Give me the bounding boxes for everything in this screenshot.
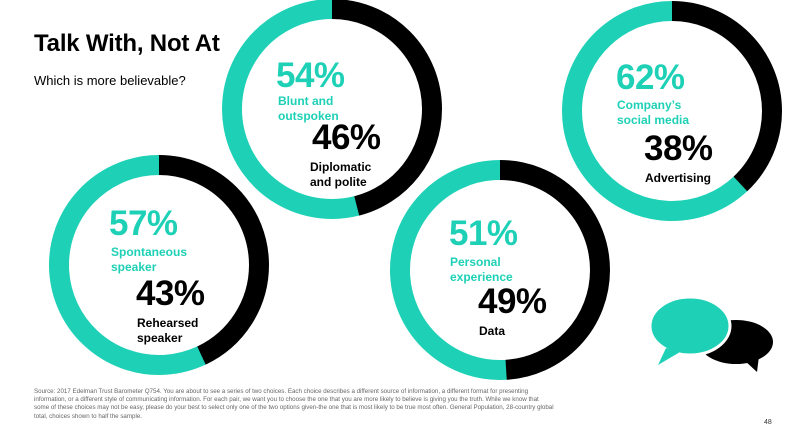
donut-3-value-b: 49% xyxy=(478,282,547,321)
donut-4-value-b: 38% xyxy=(644,129,713,168)
donut-3-label-a-line: Personal xyxy=(450,255,501,269)
page-title: Talk With, Not At xyxy=(34,30,220,57)
donut-chart-blunt-vs-diplomatic xyxy=(222,0,442,219)
donut-4-label-a: Company’s social media xyxy=(617,98,689,128)
source-note: Source: 2017 Edelman Trust Barometer Q75… xyxy=(34,388,554,420)
donut-1-label-b-line: and polite xyxy=(310,175,367,189)
donut-1-label-b-line: Diplomatic xyxy=(310,160,372,174)
donut-4-label-b: Advertising xyxy=(645,171,711,186)
speech-bubbles-icon xyxy=(648,295,773,372)
donut-3-label-a: Personal experience xyxy=(450,255,513,285)
teal-speech-bubble xyxy=(648,295,732,365)
donut-4-label-a-line: social media xyxy=(617,113,690,127)
donut-3-label-a-line: experience xyxy=(450,270,513,284)
donut-chart-social-vs-advertising xyxy=(562,0,782,221)
page-number: 48 xyxy=(764,419,772,426)
donut-3-label-b: Data xyxy=(479,324,505,339)
donut-4-label-b-line: Advertising xyxy=(645,171,712,185)
donut-2-value-a: 57% xyxy=(109,204,178,243)
page-subtitle: Which is more believable? xyxy=(34,73,186,88)
donut-segment-b xyxy=(49,155,269,375)
donut-chart-experience-vs-data xyxy=(389,160,610,380)
donut-1-value-a: 54% xyxy=(276,56,345,95)
donut-1-label-a: Blunt and outspoken xyxy=(278,94,339,124)
donut-1-label-a-line: Blunt and xyxy=(278,94,334,108)
donut-segment-b xyxy=(390,160,610,380)
donut-2-label-b-line: Rehearsed xyxy=(137,316,199,330)
donut-segment-b xyxy=(222,0,442,219)
donut-1-label-b: Diplomatic and polite xyxy=(310,160,371,190)
donut-1-value-b: 46% xyxy=(312,118,381,157)
donut-2-label-a-line: speaker xyxy=(111,260,157,274)
donut-2-label-b: Rehearsed speaker xyxy=(137,316,198,346)
donut-2-label-a: Spontaneous speaker xyxy=(111,245,187,275)
donut-3-value-a: 51% xyxy=(449,214,518,253)
donut-2-value-b: 43% xyxy=(136,274,205,313)
donut-3-label-b-line: Data xyxy=(479,324,506,338)
donut-1-label-a-line: outspoken xyxy=(278,109,339,123)
donut-2-label-b-line: speaker xyxy=(137,331,183,345)
donut-4-value-a: 62% xyxy=(616,58,685,97)
donut-chart-spontaneous-vs-rehearsed xyxy=(49,155,269,375)
donut-4-label-a-line: Company’s xyxy=(617,98,682,112)
donut-2-label-a-line: Spontaneous xyxy=(111,245,188,259)
donut-segment-b xyxy=(562,1,782,221)
